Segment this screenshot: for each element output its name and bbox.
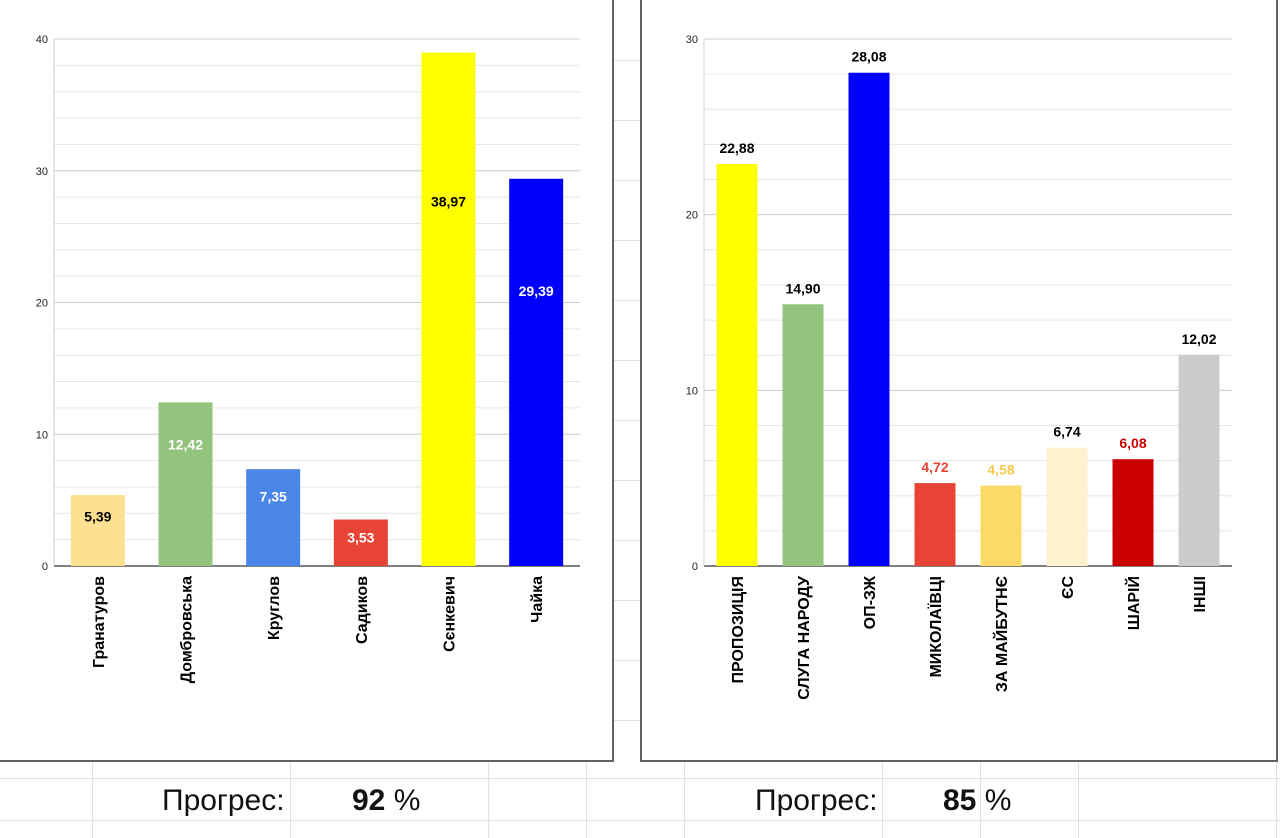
candidates-bar-chart: 0 10 20 30 40 5,39 Гранатуров 12,42 Домбровська 7…: [36, 34, 580, 683]
bar: [509, 178, 564, 566]
category-label: Круглов: [266, 576, 283, 640]
progress-value: 92 %: [352, 784, 421, 817]
data-label: 12,02: [1181, 331, 1216, 347]
category-label: ЗА МАЙБУТНЄ: [992, 576, 1011, 692]
category-label: СЛУГА НАРОДУ: [796, 575, 813, 700]
parties-bar-chart: 0 10 20 30 22,88 ПРОПОЗИЦІЯ 14,90 СЛУГА НАРОДУ 2…: [686, 34, 1232, 700]
y-tick-label: 10: [36, 429, 48, 441]
bar: [1112, 459, 1154, 566]
data-label: 6,08: [1119, 435, 1146, 451]
y-tick-label: 0: [692, 561, 698, 573]
data-label: 14,90: [785, 280, 820, 296]
bar: [914, 483, 956, 566]
y-tick-label: 30: [36, 166, 48, 178]
progress-label: Прогрес:: [755, 784, 878, 817]
progress-value: 85 %: [943, 784, 1012, 817]
y-tick-label: 20: [686, 210, 698, 222]
category-label: Домбровська: [179, 576, 196, 683]
category-label: МИКОЛАЇВЦІ: [927, 576, 945, 678]
bar: [782, 304, 824, 566]
bar: [421, 52, 476, 566]
data-label: 28,08: [851, 49, 886, 65]
data-label: 4,72: [921, 459, 948, 475]
category-label: Гранатуров: [91, 576, 108, 668]
bar: [1046, 447, 1088, 566]
data-label: 38,97: [431, 193, 466, 209]
data-label: 3,53: [347, 529, 374, 545]
y-tick-label: 10: [686, 385, 698, 397]
progress-label: Прогрес:: [162, 784, 285, 817]
bar: [848, 72, 890, 566]
y-tick-label: 0: [42, 561, 48, 573]
data-label: 6,74: [1053, 424, 1080, 440]
category-label: ІНШІ: [1192, 576, 1209, 613]
bar: [333, 519, 388, 566]
category-label: ШАРІЙ: [1124, 576, 1143, 630]
data-label: 12,42: [168, 436, 203, 452]
category-label: ПРОПОЗИЦІЯ: [730, 576, 747, 684]
bar: [1178, 354, 1220, 566]
data-label: 4,58: [987, 462, 1014, 478]
y-tick-label: 30: [686, 34, 698, 46]
category-label: ОП-ЗЖ: [862, 575, 879, 629]
category-label: Чайка: [529, 576, 546, 623]
category-label: ЄС: [1060, 576, 1077, 599]
bar: [980, 485, 1022, 566]
data-label: 29,39: [519, 283, 554, 299]
bar: [246, 469, 301, 566]
category-label: Сєнкевич: [442, 576, 459, 652]
category-label: Садиков: [354, 576, 371, 644]
bar: [70, 494, 125, 566]
y-tick-label: 20: [36, 298, 48, 310]
y-tick-label: 40: [36, 34, 48, 46]
left-chart-panel: 0 10 20 30 40 5,39 Гранатуров 12,42 Домбровська 7…: [0, 0, 614, 762]
bar: [716, 164, 758, 567]
bar: [158, 402, 213, 566]
right-chart-panel: 0 10 20 30 22,88 ПРОПОЗИЦІЯ 14,90 СЛУГА НАРОДУ 2…: [640, 0, 1278, 762]
data-label: 22,88: [719, 140, 754, 156]
data-label: 7,35: [260, 488, 287, 504]
data-label: 5,39: [84, 509, 111, 525]
